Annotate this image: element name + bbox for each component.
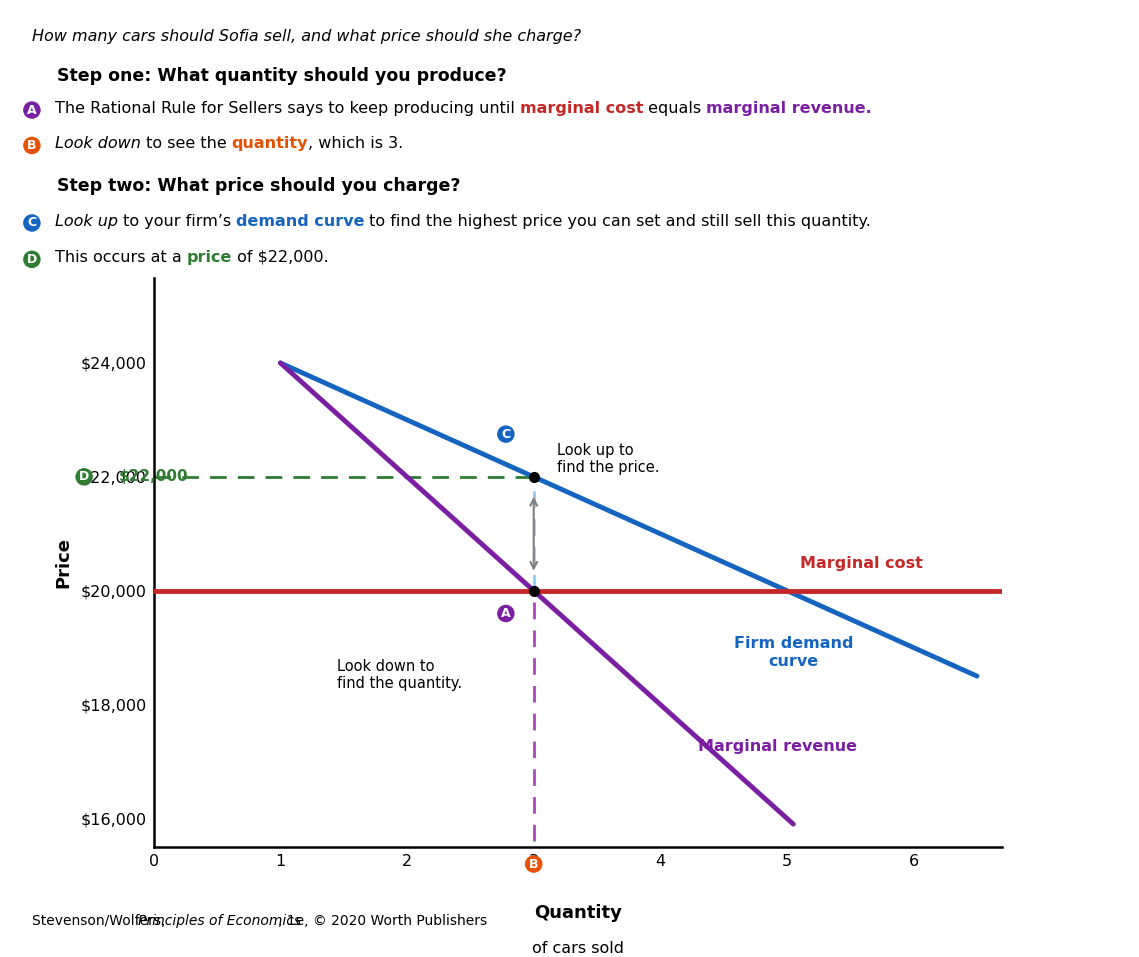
Text: How many cars should Sofia sell, and what price should she charge?: How many cars should Sofia sell, and wha… (32, 29, 581, 44)
Text: A: A (501, 607, 510, 620)
Text: marginal revenue.: marginal revenue. (706, 100, 872, 116)
Text: Quantity: Quantity (534, 903, 622, 922)
Text: Step one: What quantity should you produce?: Step one: What quantity should you produ… (57, 67, 507, 85)
Text: D: D (79, 470, 89, 483)
Text: to your firm’s: to your firm’s (117, 213, 236, 229)
Y-axis label: Price: Price (55, 537, 72, 588)
Text: to find the highest price you can set and still sell this quantity.: to find the highest price you can set an… (364, 213, 871, 229)
Text: of $22,000.: of $22,000. (232, 250, 329, 265)
Text: D: D (27, 253, 36, 266)
Text: This occurs at a: This occurs at a (55, 250, 187, 265)
Text: C: C (27, 216, 36, 230)
Text: marginal cost: marginal cost (519, 100, 644, 116)
Text: C: C (501, 428, 510, 440)
Text: A: A (27, 103, 36, 117)
Text: to see the: to see the (140, 136, 231, 151)
Text: Look down to
find the quantity.: Look down to find the quantity. (337, 659, 462, 692)
Text: The Rational Rule for Sellers says to keep producing until: The Rational Rule for Sellers says to ke… (55, 100, 519, 116)
Text: Look up: Look up (55, 213, 117, 229)
Text: Marginal cost: Marginal cost (800, 556, 923, 570)
Text: Principles of Economics: Principles of Economics (138, 914, 301, 928)
Text: quantity: quantity (231, 136, 308, 151)
Text: price: price (187, 250, 232, 265)
Text: Firm demand
curve: Firm demand curve (734, 636, 853, 669)
Text: , which is 3.: , which is 3. (308, 136, 403, 151)
Text: demand curve: demand curve (236, 213, 364, 229)
Text: Stevenson/Wolfers,: Stevenson/Wolfers, (32, 914, 170, 928)
Text: Marginal revenue: Marginal revenue (698, 739, 858, 754)
Text: Look down: Look down (55, 136, 140, 151)
Text: of cars sold
(per week): of cars sold (per week) (532, 941, 624, 957)
Text: , 1e, © 2020 Worth Publishers: , 1e, © 2020 Worth Publishers (278, 914, 487, 928)
Text: B: B (528, 857, 539, 871)
Text: B: B (27, 139, 36, 152)
Text: Look up to
find the price.: Look up to find the price. (557, 443, 659, 475)
Text: Step two: What price should you charge?: Step two: What price should you charge? (57, 177, 460, 195)
Text: equals: equals (644, 100, 706, 116)
Text: $22,000: $22,000 (118, 469, 188, 484)
